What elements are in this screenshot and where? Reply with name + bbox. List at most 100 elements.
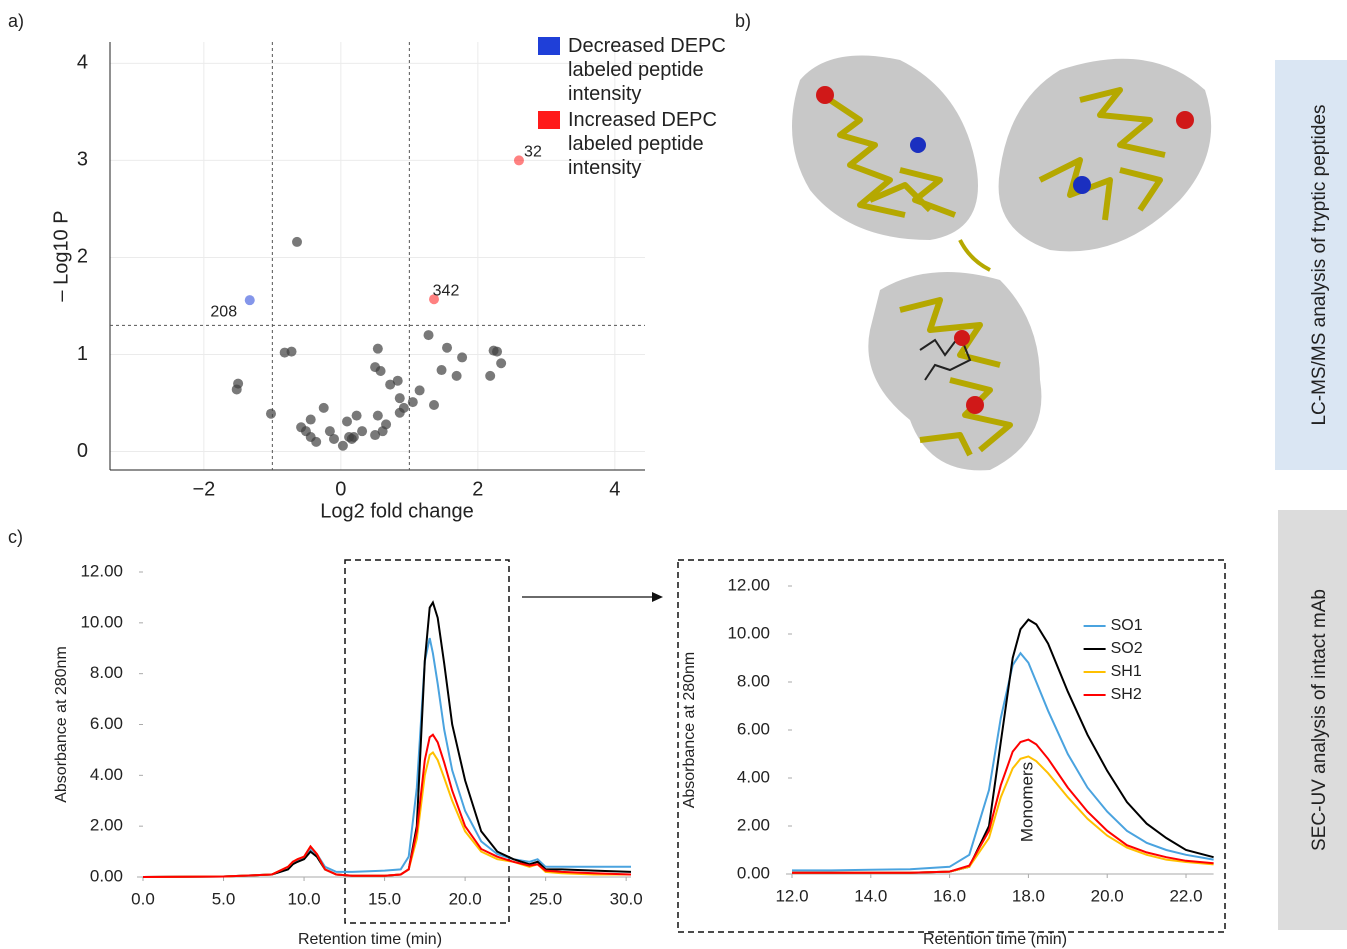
x-tick-label: 10.0 [288, 889, 321, 908]
y-tick-label: 12.00 [80, 561, 123, 580]
x-tick-label: 30.0 [610, 889, 643, 908]
point [373, 411, 383, 421]
point [457, 352, 467, 362]
point [424, 330, 434, 340]
legend-item: Increased DEPC labeled peptide intensity [538, 108, 743, 180]
zoom-arrowhead [652, 592, 663, 602]
point [395, 393, 405, 403]
point [376, 366, 386, 376]
x-tick-label: 25.0 [529, 889, 562, 908]
y-tick-label: 3 [77, 149, 88, 171]
point [232, 384, 242, 394]
point [373, 344, 383, 354]
legend-label: SO2 [1111, 640, 1143, 657]
y-axis-title: Absorbance at 280nm [53, 646, 70, 803]
y-tick-label: 6.00 [737, 719, 770, 738]
x-axis-title: Log2 fold change [320, 500, 473, 522]
point [395, 408, 405, 418]
point [381, 419, 391, 429]
x-tick-label: 4 [609, 478, 620, 500]
y-tick-label: 12.00 [727, 575, 770, 594]
x-axis-title: Retention time (min) [298, 931, 442, 948]
x-tick-label: 20.0 [449, 889, 482, 908]
x-tick-label: 18.0 [1012, 886, 1045, 905]
y-axis-title: Absorbance at 280nm [681, 652, 698, 809]
point [408, 397, 418, 407]
y-tick-label: 4.00 [90, 765, 123, 784]
protein-structure [792, 56, 1211, 471]
line [792, 740, 1214, 873]
point [492, 347, 502, 357]
x-tick-label: 20.0 [1091, 886, 1124, 905]
x-tick-label: 0 [335, 478, 346, 500]
point-label: 342 [433, 282, 460, 299]
side-label: LC-MS/MS analysis of tryptic peptides [1309, 104, 1330, 425]
y-tick-label: 2 [77, 246, 88, 268]
legend: Decreased DEPC labeled peptide intensity… [538, 34, 743, 182]
panel-label: c) [8, 527, 23, 547]
point [329, 434, 339, 444]
y-tick-label: 8.00 [737, 671, 770, 690]
point [357, 426, 367, 436]
point [266, 409, 276, 419]
line [792, 653, 1214, 870]
side-label: SEC-UV analysis of intact mAb [1309, 589, 1330, 851]
point [393, 376, 403, 386]
x-tick-label: 15.0 [368, 889, 401, 908]
y-tick-label: 2.00 [737, 815, 770, 834]
x-tick-label: 16.0 [933, 886, 966, 905]
line [143, 735, 631, 877]
figure: a) b) c) LC-MS/MS analysis of tryptic pe… [0, 0, 1347, 949]
y-tick-label: 1 [77, 343, 88, 365]
legend-swatch [538, 111, 560, 129]
x-tick-label: 12.0 [775, 886, 808, 905]
point [429, 400, 439, 410]
point [311, 437, 321, 447]
x-tick-label: 5.0 [212, 889, 236, 908]
point [287, 347, 297, 357]
point [442, 343, 452, 353]
y-tick-label: 0 [77, 440, 88, 462]
panel-label: a) [8, 11, 24, 31]
x-tick-label: 2 [472, 478, 483, 500]
legend-label: Increased DEPC labeled peptide intensity [568, 108, 743, 180]
legend-label: Decreased DEPC labeled peptide intensity [568, 34, 743, 106]
point [342, 416, 352, 426]
legend-label: SH1 [1111, 663, 1142, 680]
panel-label: b) [735, 11, 751, 31]
x-tick-label: −2 [192, 478, 215, 500]
y-tick-label: 8.00 [90, 663, 123, 682]
line [792, 756, 1214, 872]
point [306, 415, 316, 425]
point [349, 432, 359, 442]
y-tick-label: 6.00 [90, 714, 123, 733]
line [792, 620, 1214, 873]
point [485, 371, 495, 381]
y-axis-title: – Log10 P [50, 210, 72, 301]
point [292, 237, 302, 247]
point [352, 411, 362, 421]
legend-label: SH2 [1111, 686, 1142, 703]
point [514, 155, 524, 165]
y-tick-label: 2.00 [90, 816, 123, 835]
y-tick-label: 10.00 [80, 612, 123, 631]
y-tick-label: 0.00 [90, 866, 123, 885]
point [245, 295, 255, 305]
y-tick-label: 4.00 [737, 767, 770, 786]
legend-label: SO1 [1111, 617, 1143, 634]
point [338, 441, 348, 451]
legend-item: Decreased DEPC labeled peptide intensity [538, 34, 743, 106]
x-axis-title: Retention time (min) [923, 931, 1067, 948]
point [496, 358, 506, 368]
x-tick-label: 22.0 [1169, 886, 1202, 905]
x-tick-label: 14.0 [854, 886, 887, 905]
point [319, 403, 329, 413]
point [415, 385, 425, 395]
line [143, 753, 631, 878]
line [143, 638, 631, 877]
y-tick-label: 0.00 [737, 863, 770, 882]
point [452, 371, 462, 381]
point-label: 208 [210, 303, 237, 320]
legend-swatch [538, 37, 560, 55]
y-tick-label: 4 [77, 52, 88, 74]
